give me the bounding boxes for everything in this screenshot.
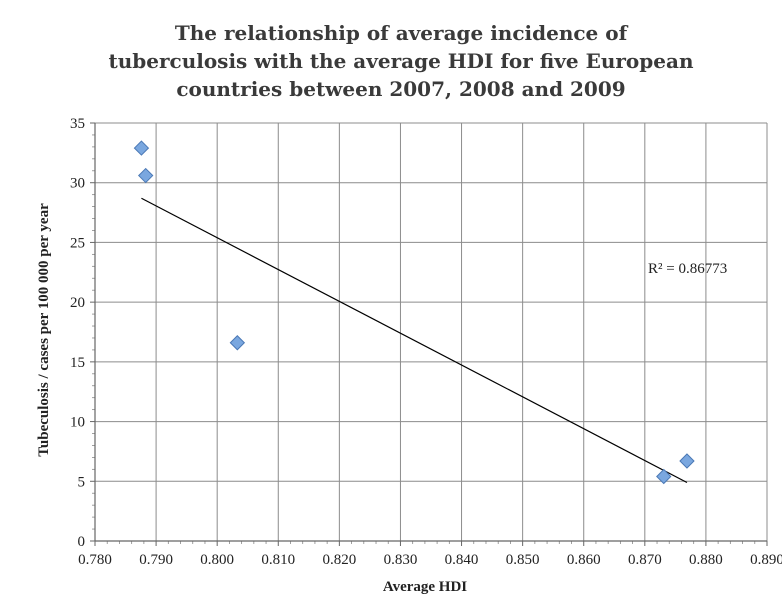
data-points bbox=[133, 140, 695, 485]
y-tick-label: 20 bbox=[70, 295, 85, 311]
x-tick-label: 0.780 bbox=[78, 552, 112, 568]
x-tick-label: 0.870 bbox=[628, 552, 662, 568]
chart-title: The relationship of average incidence of… bbox=[109, 21, 694, 101]
x-tick-label: 0.830 bbox=[384, 552, 418, 568]
y-tick-label: 35 bbox=[70, 116, 85, 132]
data-point bbox=[133, 140, 150, 156]
tick-labels: 0.780 0.790 0.800 0.810 0.820 0.830 0.840 0.850… bbox=[70, 116, 782, 568]
x-tick-label: 0.800 bbox=[200, 552, 234, 568]
trendline-group bbox=[141, 197, 688, 484]
data-point bbox=[137, 167, 154, 184]
y-axis-title: Tubeculosis / cases per 100 000 per year bbox=[36, 203, 52, 457]
x-tick-label: 0.860 bbox=[567, 552, 601, 568]
y-tick-label: 15 bbox=[70, 355, 85, 371]
y-tick-label: 10 bbox=[70, 415, 85, 431]
x-tick-label: 0.890 bbox=[750, 552, 782, 568]
data-point bbox=[229, 335, 246, 351]
axes bbox=[90, 122, 768, 546]
x-tick-label: 0.790 bbox=[139, 552, 173, 568]
data-point bbox=[656, 468, 672, 485]
x-tick-label: 0.880 bbox=[689, 552, 723, 568]
x-axis-title: Average HDI bbox=[383, 579, 467, 595]
r-squared-label: R² = 0.86773 bbox=[648, 261, 727, 277]
x-tick-label: 0.840 bbox=[445, 552, 479, 568]
data-point bbox=[679, 453, 695, 469]
y-tick-label: 25 bbox=[70, 235, 85, 251]
x-tick-label: 0.810 bbox=[261, 552, 295, 568]
y-tick-label: 5 bbox=[78, 474, 86, 490]
trendline bbox=[141, 197, 688, 484]
x-tick-label: 0.820 bbox=[322, 552, 356, 568]
chart-title-line-2: tuberculosis with the average HDI for fi… bbox=[109, 49, 694, 73]
x-tick-label: 0.850 bbox=[506, 552, 540, 568]
y-tick-label: 30 bbox=[70, 176, 85, 192]
chart-title-line-3: countries between 2007, 2008 and 2009 bbox=[176, 77, 625, 101]
grid-lines bbox=[95, 122, 768, 541]
y-tick-label: 0 bbox=[78, 534, 86, 550]
chart-title-line-1: The relationship of average incidence of bbox=[175, 21, 629, 45]
